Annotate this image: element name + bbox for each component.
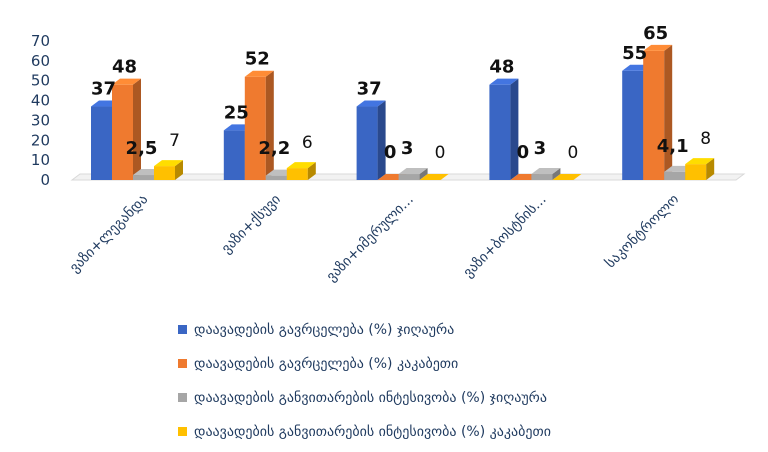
data-label: 6 <box>302 133 313 153</box>
bar <box>489 78 519 180</box>
legend-label: დაავადების განვითარების ინტესივობა (%) ჯ… <box>194 389 547 406</box>
data-label: 0 <box>517 142 530 163</box>
y-tick-label: 40 <box>31 92 50 110</box>
legend-swatch <box>178 393 187 402</box>
data-label: 0 <box>435 143 446 163</box>
data-label: 2,5 <box>126 138 158 159</box>
y-tick-label: 20 <box>31 131 50 149</box>
x-tick-label: ვაზი+ქსუვი <box>219 192 284 257</box>
x-tick-label: საკონტროლო <box>602 191 683 272</box>
data-label: 2,2 <box>258 138 290 159</box>
data-label: 52 <box>245 49 270 70</box>
bar <box>112 78 141 180</box>
bars-layer <box>91 44 715 180</box>
y-tick-label: 10 <box>31 151 50 169</box>
legend-item: დაავადების გავრცელება (%) კაკაბეთი <box>178 355 458 372</box>
data-label: 4,1 <box>657 136 689 157</box>
data-label: 8 <box>700 129 711 149</box>
data-label: 48 <box>489 57 514 78</box>
legend-item: დაავადების განვითარების ინტესივობა (%) ჯ… <box>178 389 547 406</box>
data-label: 37 <box>357 79 382 100</box>
data-label: 7 <box>169 131 180 151</box>
x-tick-label: ვაზი+ბოსტნის... <box>460 192 549 281</box>
data-label: 65 <box>643 23 668 44</box>
data-label: 48 <box>112 57 137 78</box>
bar <box>685 158 715 180</box>
bar <box>244 70 274 180</box>
legend-swatch <box>178 325 187 334</box>
bar <box>552 174 582 180</box>
data-label: 3 <box>534 138 547 159</box>
bar <box>286 162 316 180</box>
bar <box>398 168 428 180</box>
legend-item: დაავადების განვითარების ინტესივობა (%) კ… <box>178 423 551 440</box>
data-label: 37 <box>91 79 116 100</box>
y-tick-label: 50 <box>31 72 50 90</box>
legend-swatch <box>178 359 187 368</box>
bar <box>531 168 561 180</box>
y-tick-label: 60 <box>31 52 50 70</box>
legend-item: დაავადების გავრცელება (%) ჯიღაურა <box>178 321 454 338</box>
legend: დაავადების გავრცელება (%) ჯიღაურა დაავადე… <box>178 321 551 440</box>
y-tick-label: 70 <box>31 32 50 50</box>
legend-label: დაავადების გავრცელება (%) კაკაბეთი <box>194 355 458 372</box>
x-tick-label: ვაზი+იმერული... <box>323 191 417 285</box>
data-label: 25 <box>224 102 249 123</box>
x-axis: ვაზი+ლეგანდა ვაზი+ქსუვი ვაზი+იმერული... ვაზ… <box>67 191 683 285</box>
bar <box>419 174 449 180</box>
data-label: 3 <box>401 138 414 159</box>
data-label: 0 <box>384 142 397 163</box>
y-tick-label: 30 <box>31 111 50 129</box>
legend-label: დაავადების განვითარების ინტესივობა (%) კ… <box>194 423 551 440</box>
data-label: 55 <box>622 43 647 64</box>
legend-label: დაავადების გავრცელება (%) ჯიღაურა <box>194 321 454 338</box>
bar <box>356 100 386 180</box>
x-tick-label: ვაზი+ლეგანდა <box>67 192 151 276</box>
legend-swatch <box>178 427 187 436</box>
y-tick-label: 0 <box>40 171 50 189</box>
bar <box>643 44 673 180</box>
data-label: 0 <box>567 143 578 163</box>
bar <box>154 160 183 180</box>
